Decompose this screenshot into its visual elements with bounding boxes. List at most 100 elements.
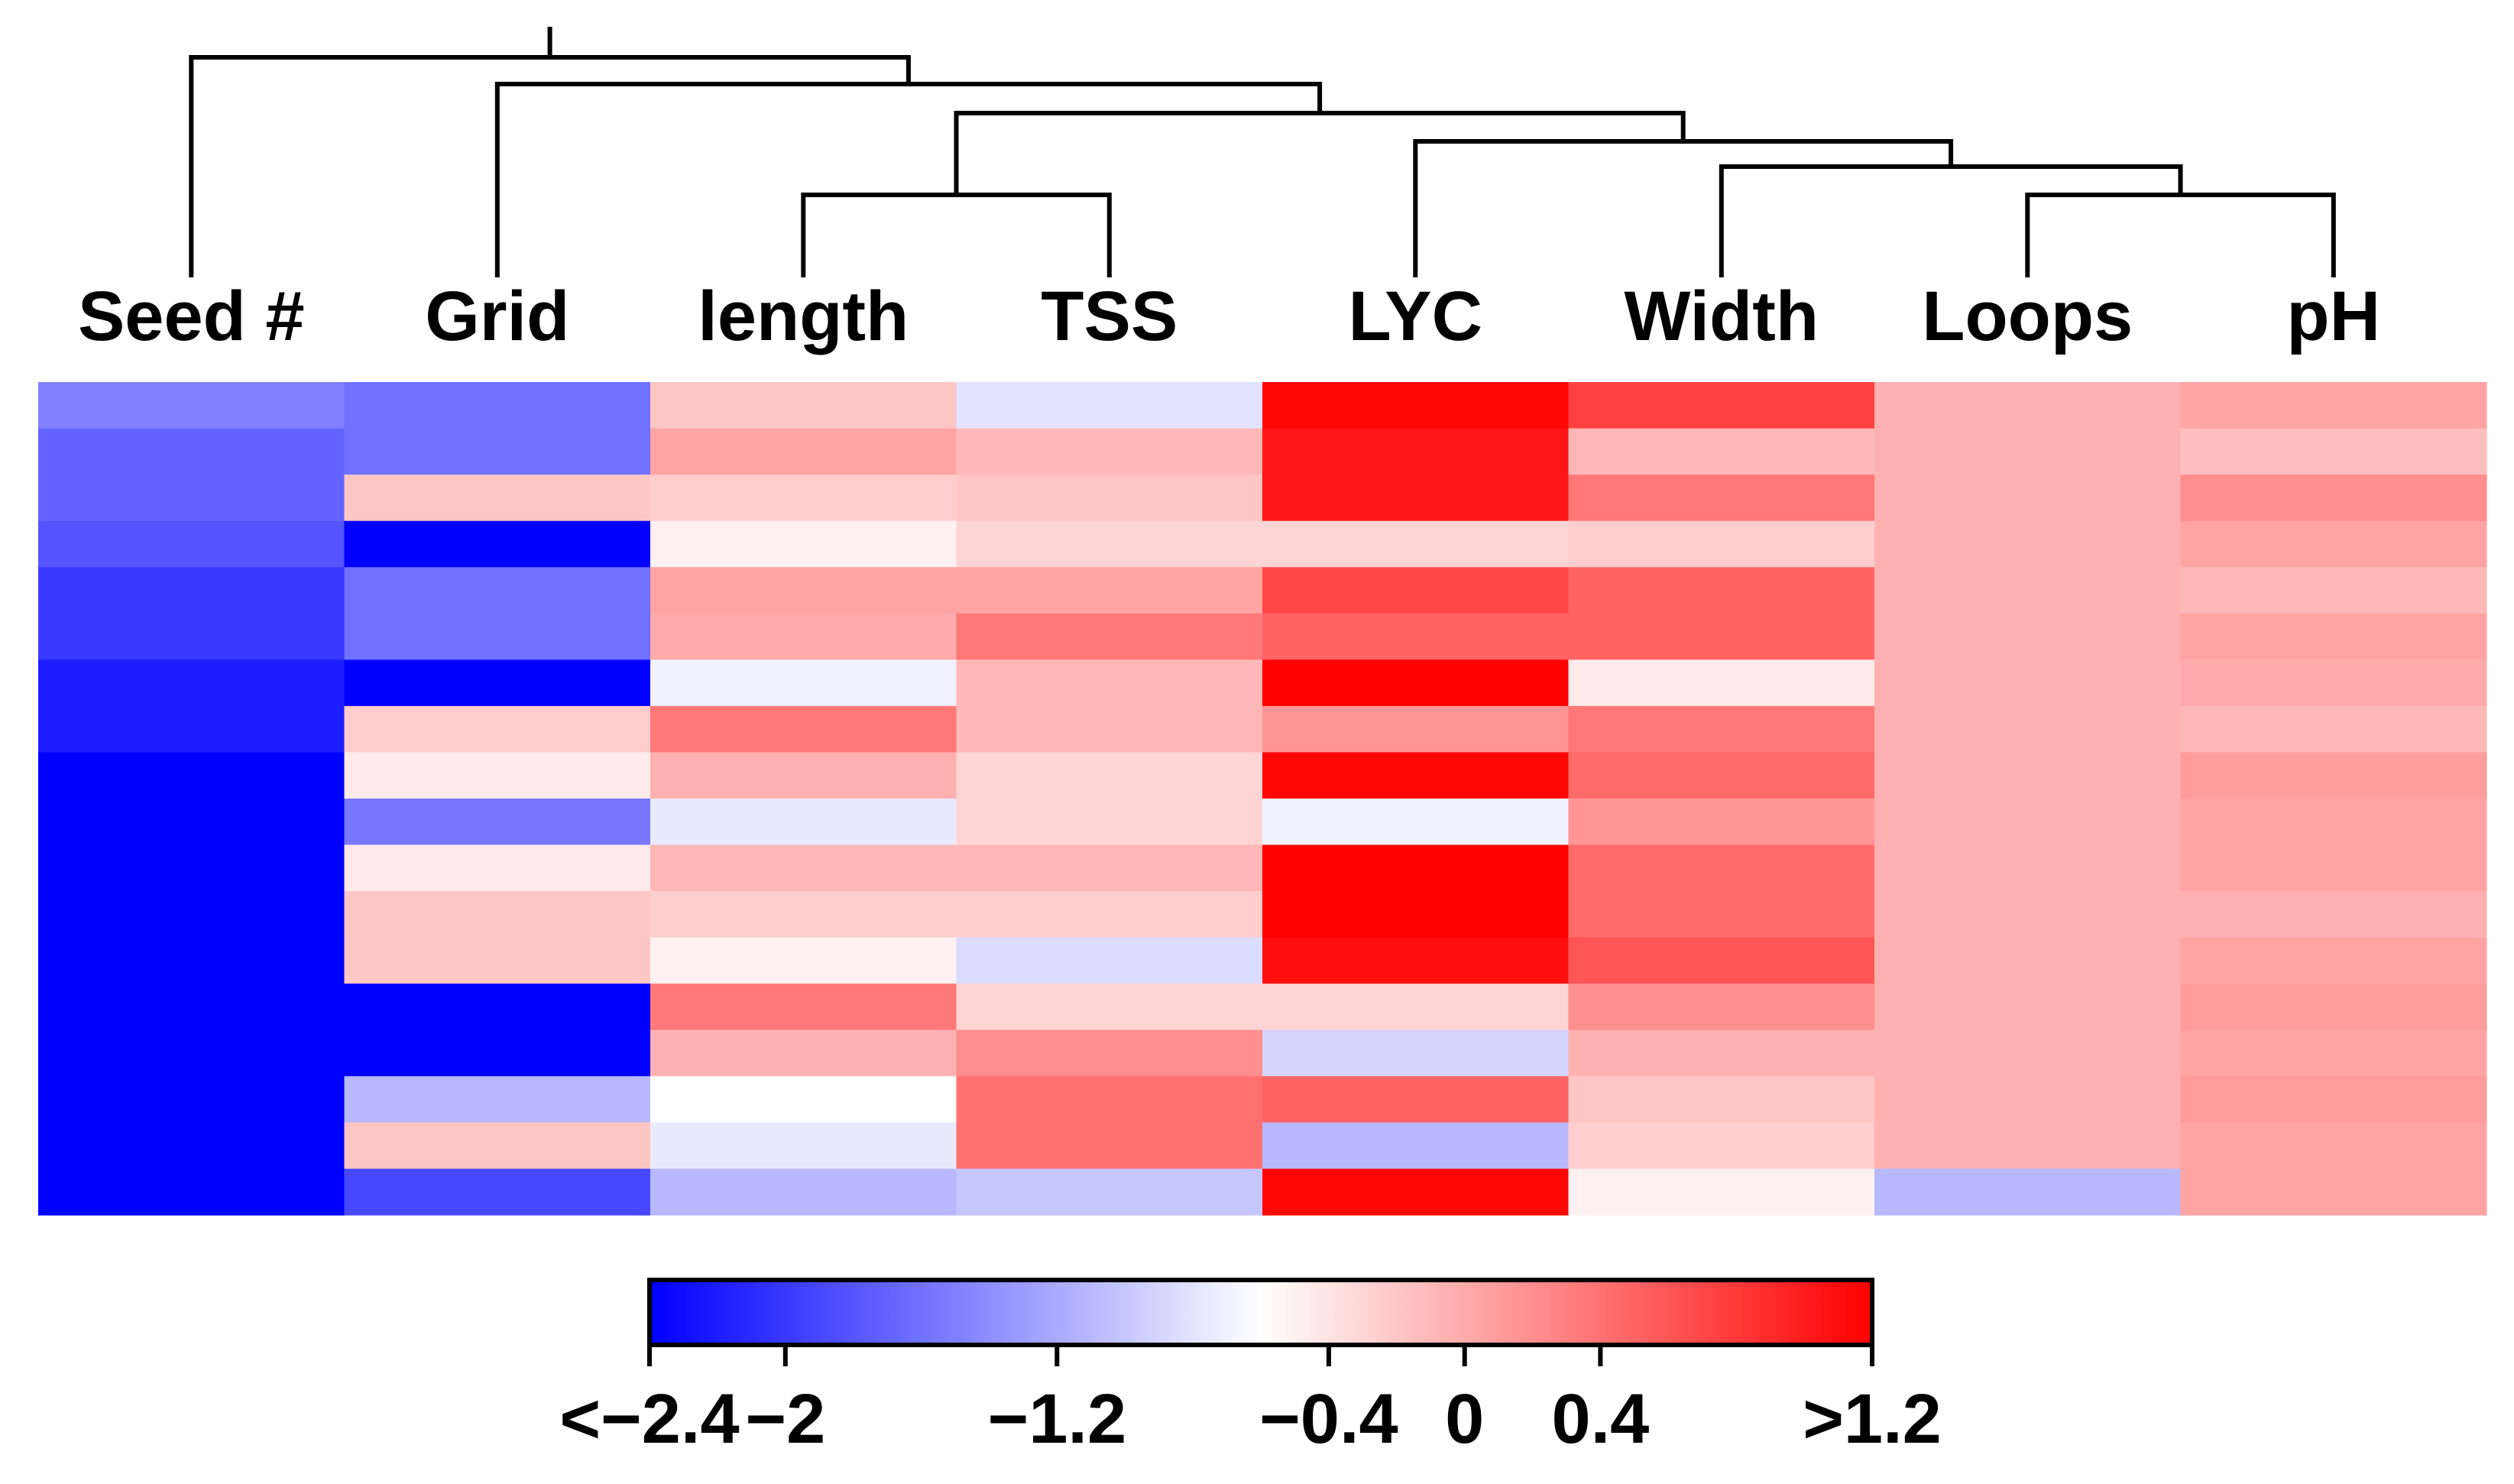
heatmap-cell-loops-row-1: [1874, 382, 2182, 429]
heatmap-cell-grid-row-4: [344, 520, 651, 568]
heatmap-cell-lyc-row-15: [1262, 1029, 1570, 1077]
column-label-width: Width: [1624, 277, 1819, 355]
heatmap-cell-length-row-2: [650, 428, 957, 475]
colorbar-gradient: [647, 1278, 1874, 1347]
heatmap-cell-lyc-row-2: [1262, 428, 1570, 475]
heatmap-cell-lyc-row-6: [1262, 613, 1570, 660]
heatmap-cell-seed-row-2: [38, 428, 345, 475]
heatmap-cell-ph-row-8: [2180, 705, 2487, 753]
heatmap-cell-width-row-14: [1568, 983, 1875, 1031]
heatmap-cell-width-row-2: [1568, 428, 1875, 475]
heatmap-cell-ph-row-16: [2180, 1076, 2487, 1123]
heatmap-cell-seed-row-7: [38, 659, 345, 707]
colorbar-tick-label-3: −1.2: [987, 1380, 1126, 1458]
heatmap-cell-ph-row-5: [2180, 567, 2487, 614]
dendrogram-link-lyc-cluster: [1413, 139, 1954, 277]
heatmap-cell-loops-row-7: [1874, 659, 2182, 707]
heatmap-cell-seed-row-4: [38, 520, 345, 568]
heatmap-cell-width-row-18: [1568, 1168, 1875, 1216]
dendrogram-link-mid-cluster: [954, 111, 1686, 197]
heatmap-cell-grid-row-15: [344, 1029, 651, 1077]
heatmap-cell-length-row-15: [650, 1029, 957, 1077]
column-label-seed: Seed #: [78, 277, 305, 355]
heatmap-cell-tss-row-2: [956, 428, 1263, 475]
heatmap-cell-ph-row-3: [2180, 475, 2487, 522]
heatmap-cell-lyc-row-8: [1262, 705, 1570, 753]
heatmap-cell-loops-row-12: [1874, 891, 2182, 938]
column-label-tss: TSS: [1041, 277, 1178, 355]
heatmap-cell-width-row-4: [1568, 520, 1875, 568]
heatmap-cell-length-row-17: [650, 1122, 957, 1170]
heatmap-cell-length-row-10: [650, 799, 957, 846]
heatmap-cell-ph-row-11: [2180, 844, 2487, 892]
heatmap-cell-lyc-row-1: [1262, 382, 1570, 429]
dendrogram-link-tss-length: [801, 193, 1112, 277]
column-label-grid: Grid: [425, 277, 569, 355]
heatmap-cell-lyc-row-7: [1262, 659, 1570, 707]
heatmap-cell-lyc-row-3: [1262, 475, 1570, 522]
heatmap-cell-loops-row-4: [1874, 520, 2182, 568]
heatmap-cell-grid-row-8: [344, 705, 651, 753]
heatmap-cell-tss-row-12: [956, 891, 1263, 938]
heatmap-cell-loops-row-3: [1874, 475, 2182, 522]
column-label-length: length: [698, 277, 909, 355]
heatmap-cell-seed-row-15: [38, 1029, 345, 1077]
column-label-ph: pH: [2286, 277, 2380, 355]
heatmap-cell-seed-row-13: [38, 937, 345, 984]
dendrogram-link-root: [189, 55, 911, 277]
heatmap-cell-ph-row-12: [2180, 891, 2487, 938]
heatmap-cell-seed-row-9: [38, 752, 345, 799]
heatmap-cell-length-row-9: [650, 752, 957, 799]
heatmap-cell-length-row-4: [650, 520, 957, 568]
dendrogram: [189, 27, 2336, 277]
heatmap-cell-width-row-6: [1568, 613, 1875, 660]
heatmap-cell-seed-row-6: [38, 613, 345, 660]
heatmap-cell-length-row-3: [650, 475, 957, 522]
heatmap-cell-tss-row-18: [956, 1168, 1263, 1216]
heatmap-cell-width-row-5: [1568, 567, 1875, 614]
heatmap-cell-width-row-7: [1568, 659, 1875, 707]
heatmap-cell-loops-row-18: [1874, 1168, 2182, 1216]
heatmap-cell-width-row-10: [1568, 799, 1875, 846]
heatmap-cell-width-row-11: [1568, 844, 1875, 892]
heatmap-cell-grid-row-7: [344, 659, 651, 707]
heatmap-cell-grid-row-1: [344, 382, 651, 429]
heatmap-cell-ph-row-4: [2180, 520, 2487, 568]
column-labels: Seed # Grid length TSS LYC Width Loops pH: [78, 277, 2380, 355]
colorbar: <−2.4 −2 −1.2 −0.4 0 0.4 >1.2: [559, 1278, 1942, 1458]
heatmap-cell-ph-row-6: [2180, 613, 2487, 660]
heatmap-cell-grid-row-5: [344, 567, 651, 614]
heatmap-cell-grid-row-10: [344, 799, 651, 846]
heatmap-cell-tss-row-8: [956, 705, 1263, 753]
heatmap-cell-lyc-row-18: [1262, 1168, 1570, 1216]
heatmap-cell-seed-row-10: [38, 799, 345, 846]
heatmap-cell-tss-row-1: [956, 382, 1263, 429]
heatmap-cell-loops-row-8: [1874, 705, 2182, 753]
heatmap-cell-grid-row-16: [344, 1076, 651, 1123]
heatmap-cell-ph-row-13: [2180, 937, 2487, 984]
heatmap-cell-seed-row-18: [38, 1168, 345, 1216]
heatmap-cell-seed-row-14: [38, 983, 345, 1031]
heatmap-cell-ph-row-1: [2180, 382, 2487, 429]
colorbar-tick-label-1: <−2.4: [559, 1380, 739, 1458]
colorbar-tick-label-7: >1.2: [1803, 1380, 1942, 1458]
heatmap-cell-loops-row-13: [1874, 937, 2182, 984]
heatmap-cell-loops-row-15: [1874, 1029, 2182, 1077]
heatmap-cell-loops-row-14: [1874, 983, 2182, 1031]
heatmap-cell-tss-row-14: [956, 983, 1263, 1031]
heatmap-cell-length-row-14: [650, 983, 957, 1031]
heatmap-cell-grid-row-2: [344, 428, 651, 475]
heatmap-cell-length-row-12: [650, 891, 957, 938]
heatmap-cell-width-row-1: [1568, 382, 1875, 429]
heatmap-cell-grid-row-18: [344, 1168, 651, 1216]
colorbar-tick-label-6: 0.4: [1551, 1380, 1649, 1458]
heatmap-cell-ph-row-17: [2180, 1122, 2487, 1170]
heatmap-cell-loops-row-11: [1874, 844, 2182, 892]
heatmap-cell-loops-row-16: [1874, 1076, 2182, 1123]
heatmap-cell-ph-row-9: [2180, 752, 2487, 799]
heatmap-cell-loops-row-17: [1874, 1122, 2182, 1170]
heatmap-cell-loops-row-9: [1874, 752, 2182, 799]
heatmap-cell-tss-row-5: [956, 567, 1263, 614]
heatmap-cell-grid-row-3: [344, 475, 651, 522]
heatmap-cell-seed-row-1: [38, 382, 345, 429]
